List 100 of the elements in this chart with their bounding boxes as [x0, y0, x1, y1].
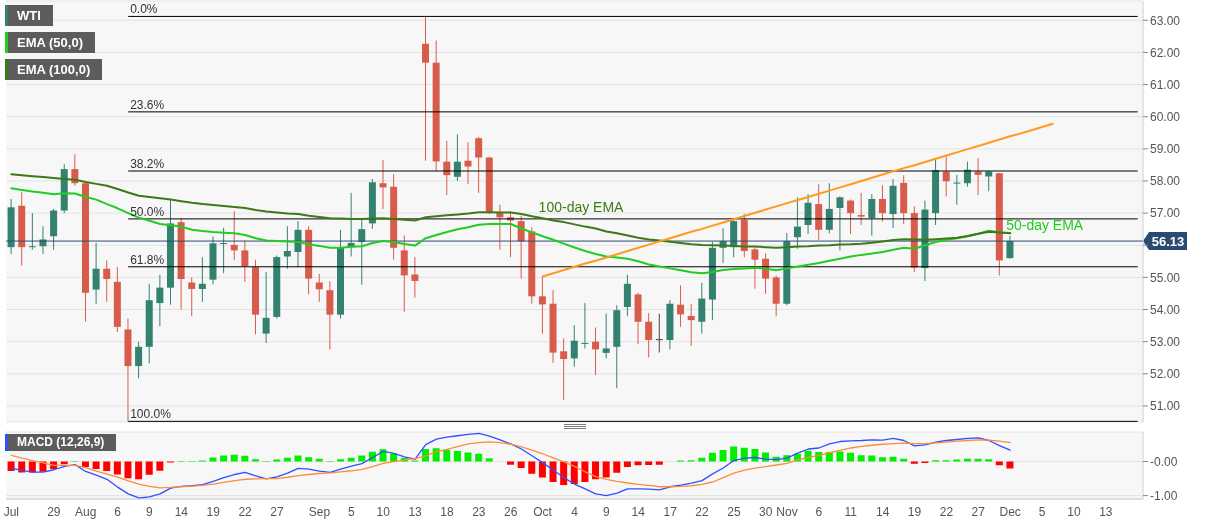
x-tick-label: 13 — [408, 504, 423, 519]
x-tick-label: 5 — [348, 504, 356, 519]
bar — [985, 459, 993, 462]
bar — [230, 454, 238, 462]
bar — [655, 461, 663, 465]
annotation: 100-day EMA — [538, 199, 625, 216]
candlestick — [560, 337, 568, 401]
bar — [528, 461, 536, 474]
candlestick — [28, 212, 36, 251]
bar — [294, 455, 302, 462]
bar — [337, 459, 345, 462]
x-tick-label: 10 — [376, 504, 391, 519]
annotation: 23.6% — [130, 97, 165, 112]
x-tick-label: Sep — [308, 504, 331, 519]
bar — [538, 461, 546, 478]
bar — [315, 458, 323, 462]
candlestick — [793, 196, 801, 250]
candlestick — [645, 312, 653, 358]
y-tick-label: -1.00 — [1150, 488, 1178, 503]
candlestick — [1006, 235, 1014, 260]
legend-label: EMA (50,0) — [5, 32, 95, 53]
bar — [889, 456, 897, 462]
x-tick-label: 25 — [727, 504, 741, 519]
candlestick — [230, 210, 238, 261]
legend-label: MACD (12,26,9) — [5, 434, 117, 451]
bar — [475, 453, 483, 462]
candlestick — [464, 141, 472, 185]
x-tick-label: 14 — [174, 504, 189, 519]
x-tick-label: 4 — [571, 504, 579, 519]
candlestick — [262, 271, 270, 344]
bar — [549, 461, 557, 482]
bar — [220, 455, 228, 462]
candlestick — [825, 182, 833, 234]
bar — [953, 459, 961, 462]
candlestick — [953, 174, 961, 206]
bar — [443, 450, 451, 462]
bar — [92, 461, 100, 470]
annotation: 100.0% — [130, 407, 172, 422]
bar — [868, 455, 876, 462]
y-tick-label: 58.00 — [1150, 174, 1181, 189]
x-tick-label: 27 — [270, 504, 284, 519]
x-tick-label: 5 — [1038, 504, 1046, 519]
x-tick-label: 9 — [603, 504, 611, 519]
x-tick-label: Dec — [999, 504, 1021, 519]
candlestick — [283, 225, 291, 270]
bar — [613, 461, 621, 473]
candlestick — [156, 274, 164, 327]
candlestick — [847, 199, 855, 235]
y-tick-label: 53.00 — [1150, 334, 1181, 349]
bar — [836, 451, 844, 462]
candlestick — [804, 193, 812, 235]
bar — [209, 457, 217, 462]
bar — [751, 449, 759, 462]
x-tick-label: 22 — [238, 504, 253, 519]
candlestick — [570, 324, 578, 368]
bar — [698, 457, 706, 462]
bar — [103, 461, 111, 472]
x-tick-label: 19 — [206, 504, 221, 519]
bar — [305, 457, 313, 462]
bar — [453, 451, 461, 462]
candlestick — [836, 195, 844, 251]
candlestick — [751, 246, 759, 290]
candlestick — [857, 192, 865, 226]
line-series — [10, 432, 1011, 499]
bar — [847, 452, 855, 462]
x-tick-label: 22 — [695, 504, 710, 519]
x-tick-label: Nov — [776, 504, 798, 519]
candlestick — [677, 284, 685, 328]
candlestick — [92, 242, 100, 305]
candlestick — [687, 303, 695, 347]
x-tick-label: 29 — [47, 504, 61, 519]
bar — [730, 446, 738, 462]
annotation: 50-day EMA — [1006, 217, 1084, 234]
x-tick-label: 13 — [1099, 504, 1113, 519]
candlestick — [220, 227, 228, 274]
x-tick-label: 17 — [663, 504, 678, 519]
y-tick-label: 52.00 — [1150, 367, 1181, 382]
candlestick — [135, 341, 143, 379]
candlestick — [496, 204, 504, 251]
bar — [517, 461, 525, 469]
y-tick-label: 59.00 — [1150, 142, 1181, 157]
y-tick-label: 62.00 — [1150, 45, 1181, 60]
candlestick — [475, 136, 483, 194]
x-tick-label: 22 — [939, 504, 954, 519]
bar — [135, 461, 143, 480]
candlestick — [878, 184, 886, 222]
bar — [581, 461, 589, 482]
candlestick — [538, 275, 546, 335]
legend-label: EMA (100,0) — [5, 59, 103, 80]
bar — [241, 455, 249, 462]
bar — [485, 458, 493, 462]
candlestick — [198, 256, 206, 303]
x-tick-label: 14 — [631, 504, 646, 519]
bar — [145, 461, 153, 475]
candlestick — [422, 15, 430, 162]
bar — [347, 457, 355, 462]
candlestick — [942, 155, 950, 197]
bar — [963, 458, 971, 462]
bar — [878, 457, 886, 462]
x-tick-label: 27 — [971, 504, 986, 519]
